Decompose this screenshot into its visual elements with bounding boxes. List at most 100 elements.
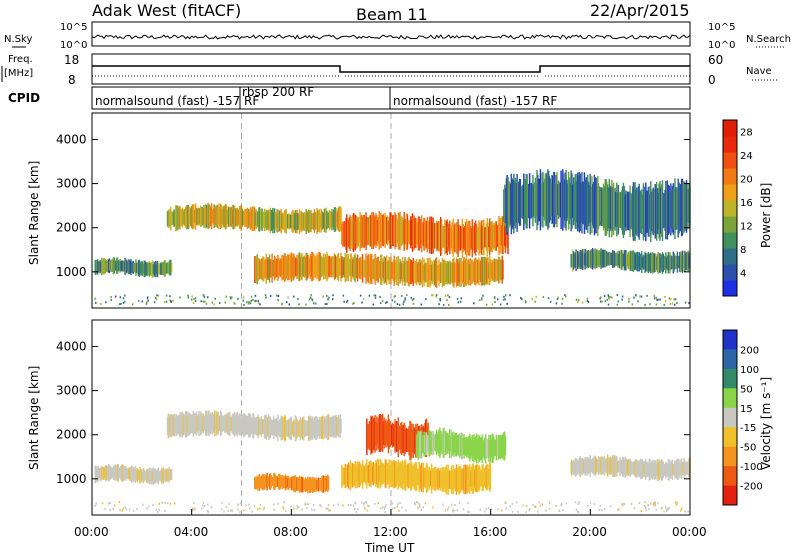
heatmap-cell xyxy=(289,416,292,441)
heatmap-cell xyxy=(401,506,403,509)
heatmap-cell xyxy=(601,187,603,226)
heatmap-cell xyxy=(675,461,677,478)
heatmap-cell xyxy=(560,170,562,230)
heatmap-cell xyxy=(256,212,258,227)
heatmap-cell xyxy=(349,259,351,276)
heatmap-cell xyxy=(404,218,406,245)
heatmap-cell xyxy=(170,414,173,437)
heatmap-cell xyxy=(429,430,431,457)
heatmap-cell xyxy=(650,502,652,505)
heatmap-cell xyxy=(138,470,140,481)
nsearch-label: N.Search xyxy=(746,34,791,45)
heatmap-cell xyxy=(432,264,434,282)
heatmap-cell xyxy=(528,173,531,229)
heatmap-cell xyxy=(214,207,217,225)
heatmap-cell xyxy=(548,501,551,504)
heatmap-cell xyxy=(347,220,349,247)
heatmap-cell xyxy=(380,302,382,305)
heatmap-cell xyxy=(541,503,544,506)
velocity-panel xyxy=(94,320,691,515)
heatmap-cell xyxy=(479,227,482,248)
heatmap-cell xyxy=(471,219,474,258)
heatmap-cell xyxy=(642,254,645,270)
heatmap-cell xyxy=(572,249,574,272)
heatmap-cell xyxy=(450,227,453,249)
heatmap-cell xyxy=(631,461,633,474)
heatmap-cell xyxy=(644,251,646,273)
heatmap-cell xyxy=(623,186,626,235)
heatmap-cell xyxy=(496,224,498,248)
heatmap-cell xyxy=(505,507,507,510)
heatmap-cell xyxy=(448,432,450,454)
heatmap-cell xyxy=(377,502,379,504)
heatmap-cell xyxy=(296,477,298,491)
heatmap-cell xyxy=(281,474,283,490)
heatmap-cell xyxy=(356,254,359,282)
heatmap-cell xyxy=(152,504,154,507)
heatmap-cell xyxy=(335,414,337,438)
heatmap-cell xyxy=(460,228,463,249)
heatmap-cell xyxy=(576,510,579,513)
heatmap-cell xyxy=(649,253,651,272)
heatmap-cell xyxy=(525,301,527,304)
heatmap-cell xyxy=(352,259,354,277)
heatmap-cell xyxy=(663,256,665,270)
heatmap-cell xyxy=(485,465,488,490)
heatmap-cell xyxy=(230,417,233,431)
heatmap-cell xyxy=(100,262,102,271)
heatmap-cell xyxy=(401,425,404,453)
heatmap-cell xyxy=(146,469,148,483)
heatmap-cell xyxy=(198,207,200,226)
heatmap-cell xyxy=(468,258,470,286)
power-colorbar-tick: 20 xyxy=(740,175,753,186)
heatmap-cell xyxy=(277,502,279,505)
heatmap-cell xyxy=(277,299,279,302)
heatmap-cell xyxy=(647,463,650,476)
heatmap-cell xyxy=(206,415,209,432)
heatmap-cell xyxy=(643,255,645,269)
heatmap-cell xyxy=(551,175,553,224)
heatmap-cell xyxy=(454,436,456,453)
heatmap-cell xyxy=(254,294,257,297)
heatmap-cell xyxy=(449,260,451,285)
heatmap-cell xyxy=(391,422,394,448)
heatmap-cell xyxy=(667,184,670,235)
heatmap-cell xyxy=(270,210,273,231)
heatmap-cell xyxy=(565,295,567,298)
heatmap-cell xyxy=(275,418,278,438)
heatmap-cell xyxy=(194,413,196,435)
heatmap-cell xyxy=(507,214,509,255)
heatmap-cell xyxy=(373,258,376,281)
heatmap-cell xyxy=(407,221,410,243)
heatmap-cell xyxy=(615,455,617,477)
heatmap-cell xyxy=(513,173,515,234)
heatmap-cell xyxy=(265,296,267,299)
heatmap-cell xyxy=(283,507,285,510)
heatmap-cell xyxy=(382,463,385,484)
heatmap-cell xyxy=(357,464,360,485)
heatmap-cell xyxy=(464,437,467,457)
heatmap-cell xyxy=(401,217,404,245)
heatmap-cell xyxy=(278,213,280,229)
heatmap-cell xyxy=(403,461,405,489)
heatmap-cell xyxy=(572,251,575,270)
heatmap-cell xyxy=(390,256,392,285)
heatmap-cell xyxy=(504,184,506,227)
heatmap-cell xyxy=(528,509,531,512)
heatmap-cell xyxy=(387,220,390,241)
heatmap-cell xyxy=(163,261,165,276)
heatmap-cell xyxy=(446,261,449,285)
heatmap-cell xyxy=(303,255,306,278)
heatmap-cell xyxy=(295,257,297,277)
heatmap-cell xyxy=(649,186,651,238)
heatmap-cell xyxy=(392,424,395,447)
heatmap-cell xyxy=(446,219,449,256)
heatmap-cell xyxy=(294,257,297,277)
heatmap-cell xyxy=(301,253,303,281)
heatmap-cell xyxy=(594,177,596,234)
heatmap-cell xyxy=(280,259,282,276)
heatmap-cell xyxy=(109,465,111,480)
heatmap-cell xyxy=(688,183,690,229)
noise-right-tick-low: 10^0 xyxy=(708,40,735,51)
heatmap-cell xyxy=(614,456,616,476)
